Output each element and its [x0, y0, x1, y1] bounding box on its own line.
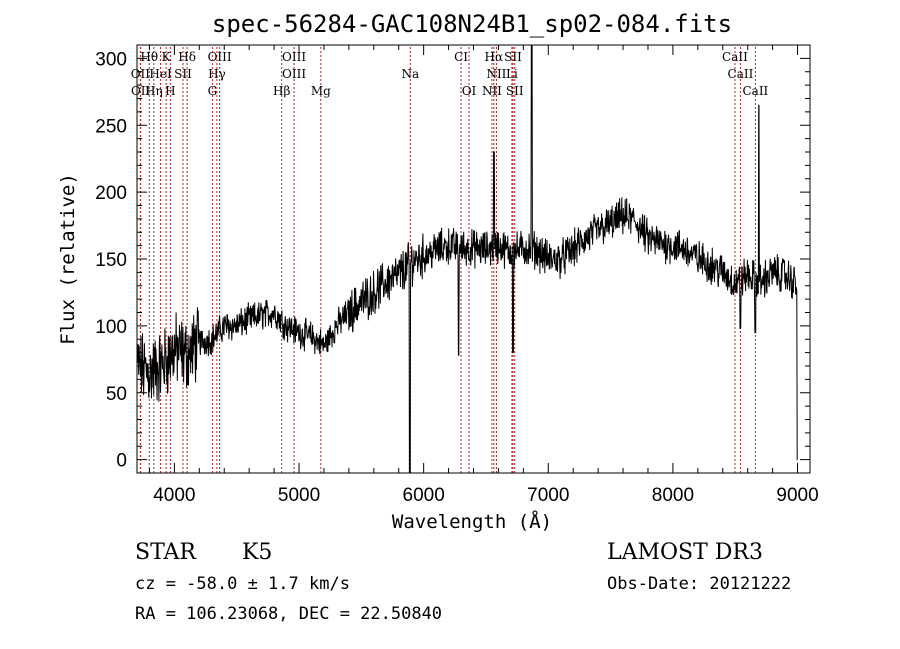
spectral-line-label: HeI [149, 67, 172, 81]
spectrum-line [137, 44, 798, 474]
survey-name: LAMOST DR3 [607, 540, 763, 565]
x-tick-label: 8000 [652, 485, 694, 506]
spectral-line-label: K [162, 50, 172, 64]
x-tick-label: 9000 [776, 485, 818, 506]
chart-title: spec-56284-GAC108N24B1_sp02-084.fits [212, 10, 732, 38]
spectral-line-label: H [165, 84, 175, 98]
y-tick-label: 150 [95, 250, 127, 271]
observation-date: Obs-Date: 20121222 [607, 574, 791, 594]
spectral-line-label: CaII [742, 84, 768, 98]
spectral-line-label: OI [462, 84, 477, 98]
y-tick-label: 50 [106, 384, 127, 405]
spectral-line-label: SII [174, 67, 192, 81]
spectral-line-label: Hδ [178, 50, 196, 64]
x-tick-label: 4000 [153, 485, 195, 506]
spectral-line-label: OIII [208, 50, 232, 64]
x-tick-label: 5000 [278, 485, 320, 506]
plot-frame [136, 44, 811, 474]
spectral-line-label: SII [504, 50, 522, 64]
object-class: STAR [135, 540, 197, 565]
redshift-readout: cz = -58.0 ± 1.7 km/s [135, 574, 350, 594]
spectral-line-label: G [208, 84, 218, 98]
spectral-line-label: OII [131, 84, 151, 98]
spectral-line-label: CI [454, 50, 468, 64]
y-tick-label: 300 [95, 49, 127, 70]
spectral-line-label: NII [482, 84, 502, 98]
x-axis-label: Wavelength (Å) [392, 510, 552, 533]
spectral-line-label: Hα [485, 50, 504, 64]
x-tick-label: 6000 [403, 485, 445, 506]
axis-ticks: 4000 5000 6000 7000 8000 9000 0 50 100 150 200 250 3… [95, 45, 819, 506]
y-tick-label: 0 [116, 451, 127, 472]
coordinates-readout: RA = 106.23068, DEC = 22.50840 [135, 604, 442, 624]
spectral-line-label: Hγ [208, 67, 226, 81]
spectral-line-label: Hθ [140, 50, 158, 64]
spectral-line-label: Hβ [273, 84, 290, 98]
spectrum-plot [137, 44, 798, 474]
spectral-line-label: Mg [311, 84, 331, 98]
spectral-subclass: K5 [242, 540, 272, 565]
y-tick-label: 250 [95, 116, 127, 137]
spectral-line-label: OIII [282, 67, 306, 81]
spectral-line-label: OIII [282, 50, 306, 64]
spectral-line-label: OII [131, 67, 151, 81]
spectral-line-label: SII [506, 84, 524, 98]
spectral-line-label: Hη [145, 84, 163, 98]
y-axis-label: Flux (relative) [57, 173, 79, 345]
spectral-line-label: CaII [728, 67, 754, 81]
y-tick-label: 200 [95, 183, 127, 204]
spectral-line-label: Li [506, 67, 518, 81]
spectral-line-label: CaII [722, 50, 748, 64]
spectral-line-label: NII [486, 67, 506, 81]
x-tick-label: 7000 [527, 485, 569, 506]
y-tick-label: 100 [95, 317, 127, 338]
spectral-line-label: Na [401, 67, 419, 81]
